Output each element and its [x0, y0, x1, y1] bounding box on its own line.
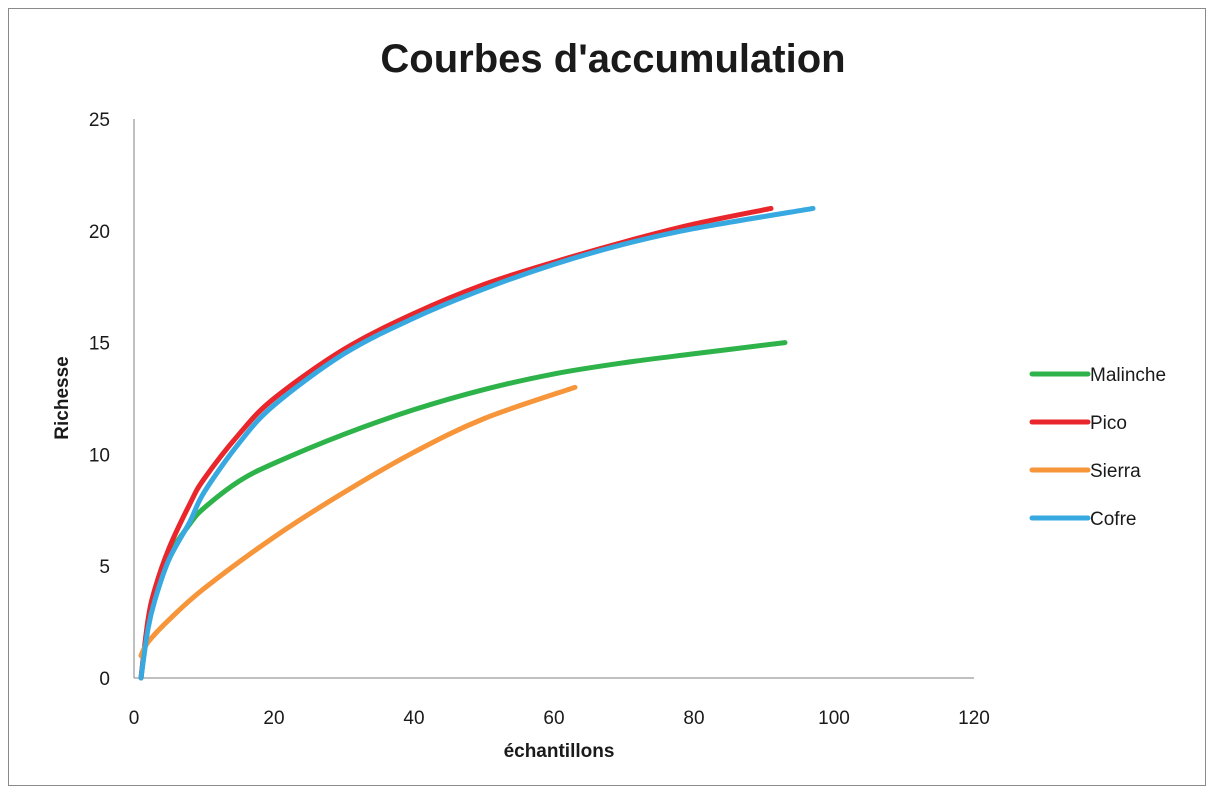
- chart-title: Courbes d'accumulation: [380, 37, 845, 81]
- x-tick-label: 120: [958, 708, 990, 729]
- series-line-pico: [138, 205, 774, 681]
- y-tick-label: 20: [89, 222, 110, 243]
- series-line-malinche: [138, 340, 788, 681]
- y-axis-label: Richesse: [52, 356, 73, 439]
- series-lines: [138, 205, 816, 681]
- legend-label-malinche: Malinche: [1090, 365, 1166, 386]
- x-tick-label: 60: [543, 708, 564, 729]
- legend-label-cofre: Cofre: [1090, 509, 1136, 530]
- y-tick-label: 5: [99, 557, 110, 578]
- x-tick-labels: 0 20 40 60 80 100 120: [129, 708, 990, 729]
- y-tick-label: 25: [89, 110, 110, 131]
- series-line-cofre: [138, 205, 816, 681]
- legend-label-pico: Pico: [1090, 413, 1127, 434]
- x-tick-label: 100: [818, 708, 850, 729]
- y-tick-label: 0: [99, 669, 110, 690]
- legend: Malinche Pico Sierra Cofre: [1029, 365, 1166, 530]
- y-tick-labels: 0 5 10 15 20 25: [89, 110, 110, 690]
- chart-frame: [8, 8, 1206, 786]
- x-tick-label: 80: [683, 708, 704, 729]
- x-tick-label: 20: [263, 708, 284, 729]
- x-tick-label: 40: [403, 708, 424, 729]
- series-line-sierra: [138, 384, 578, 659]
- x-tick-label: 0: [129, 708, 140, 729]
- legend-label-sierra: Sierra: [1090, 461, 1141, 482]
- y-tick-label: 10: [89, 445, 110, 466]
- y-tick-label: 15: [89, 334, 110, 355]
- x-axis-label: échantillons: [504, 741, 615, 762]
